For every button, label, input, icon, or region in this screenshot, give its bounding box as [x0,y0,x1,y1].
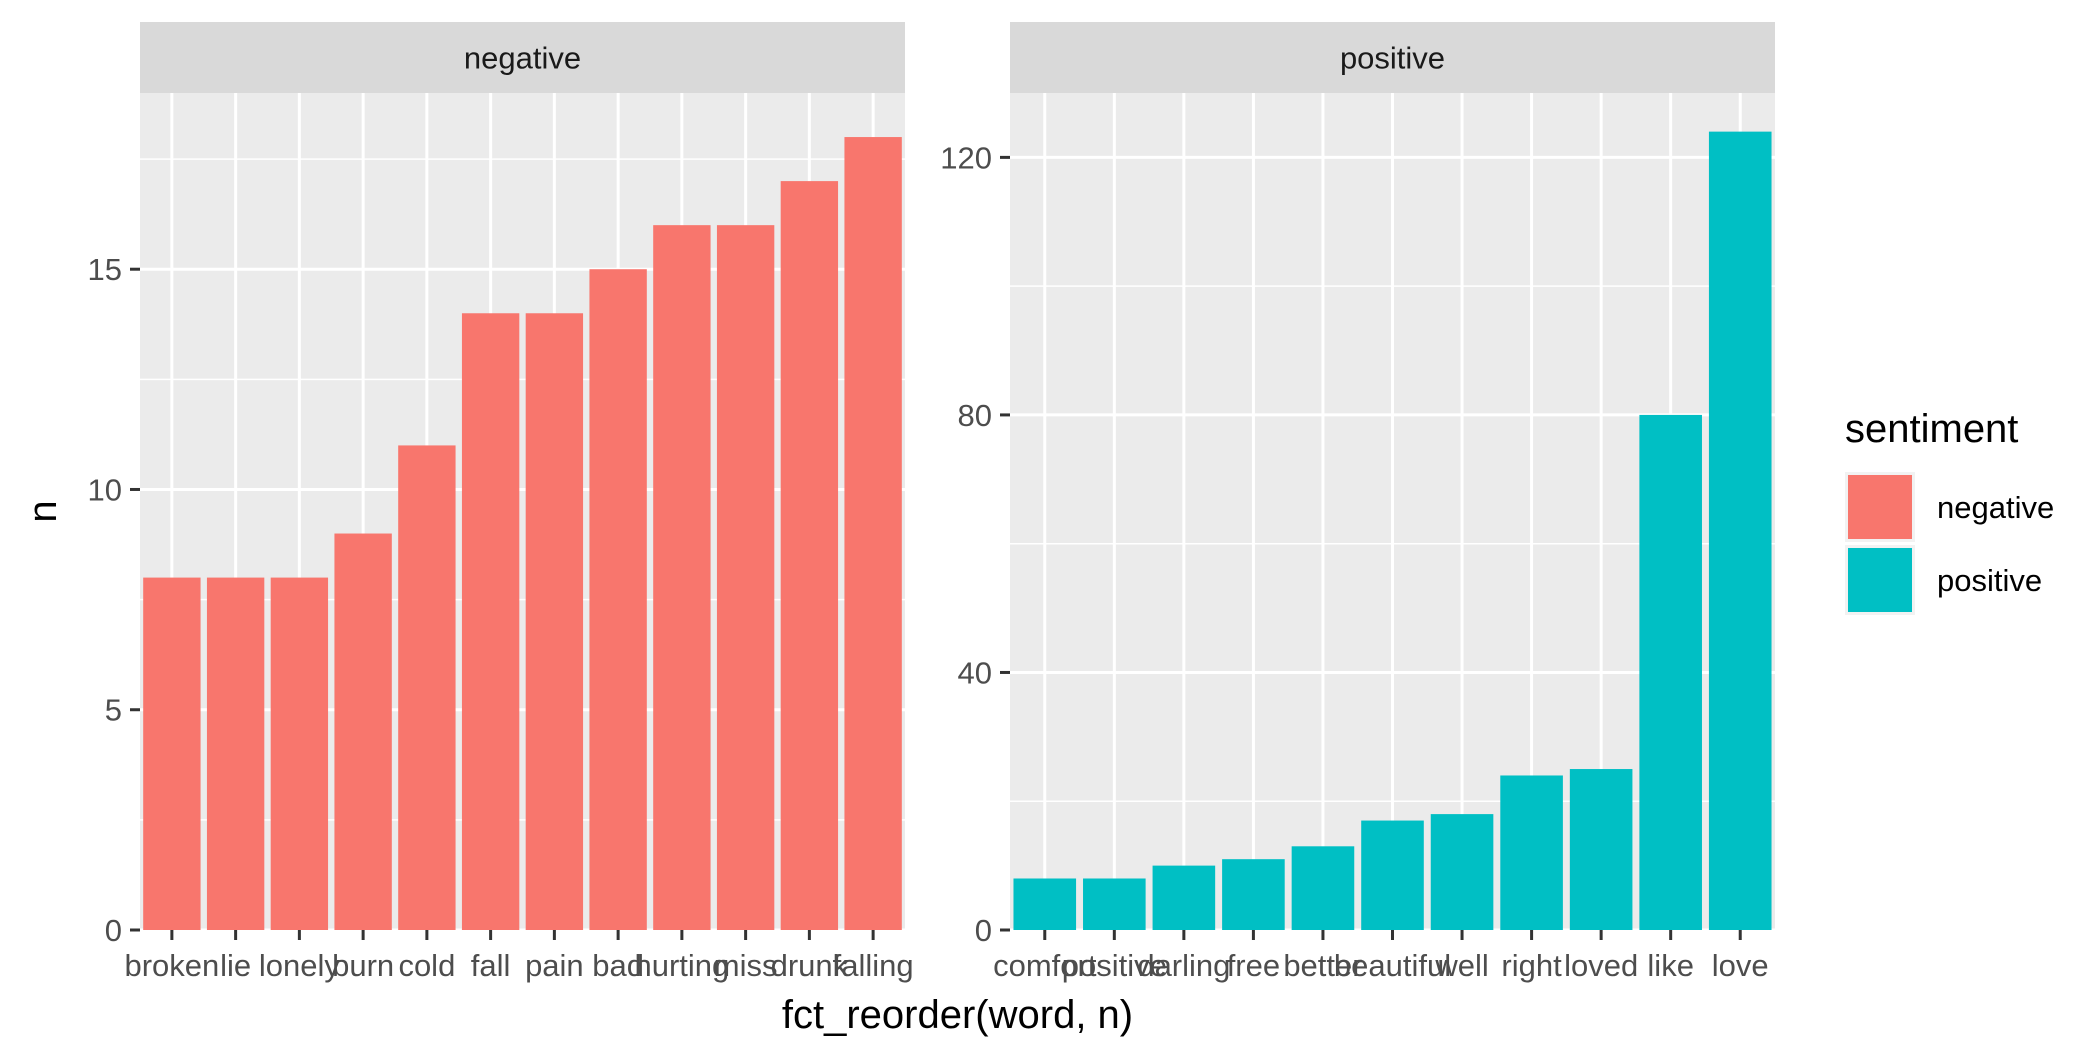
bar-right [1500,775,1563,930]
bar-falling [844,137,902,931]
x-tick-label: lonely [259,948,340,983]
bar-bad [589,269,647,930]
x-tick-label: broken [124,948,219,983]
bar-positive [1083,878,1146,930]
x-tick-label: pain [525,948,584,983]
x-tick-label: darling [1137,948,1230,983]
bar-hurting [653,225,711,930]
x-tick-label: love [1712,948,1769,983]
bar-pain [525,313,584,930]
legend-key-negative [1848,475,1912,539]
bar-like [1639,414,1702,930]
y-tick-label: 120 [940,140,992,175]
x-tick-label: miss [714,948,778,983]
x-tick-label: positive [1062,948,1167,983]
legend-title: sentiment [1845,407,2018,451]
legend-label: negative [1937,490,2054,525]
x-tick-label: better [1283,948,1362,983]
x-tick-label: lie [220,948,251,983]
bar-beautiful [1361,820,1424,930]
bar-cold [398,445,456,930]
bar-burn [334,533,392,930]
y-tick-label: 15 [88,252,122,287]
bar-loved [1569,769,1633,930]
x-tick-label: bad [592,948,644,983]
facet-strip-label: positive [1340,41,1445,76]
x-tick-label: hurting [634,948,729,983]
x-tick-label: like [1647,948,1694,983]
bar-lonely [270,577,329,930]
y-tick-label: 0 [975,913,992,948]
facet-strip-label: negative [464,41,581,76]
bar-comfort [1013,878,1077,930]
bar-miss [716,225,775,930]
bar-lie [206,577,265,930]
x-tick-label: right [1501,948,1562,983]
x-tick-label: comfort [993,948,1097,983]
bar-free [1222,859,1285,930]
bar-drunk [780,181,839,930]
bar-better [1291,846,1355,930]
x-tick-label: cold [398,948,455,983]
legend-label: positive [1937,563,2042,598]
y-tick-label: 80 [958,398,992,433]
x-tick-label: fall [471,948,511,983]
y-tick-label: 5 [105,693,122,728]
x-tick-label: free [1227,948,1280,983]
x-tick-label: loved [1564,948,1638,983]
bar-broken [143,577,201,930]
legend-key-positive [1848,548,1912,612]
y-tick-label: 10 [88,472,122,507]
x-tick-label: drunk [771,948,849,983]
x-axis-title: fct_reorder(word, n) [782,993,1133,1037]
y-axis-title: n [21,500,65,522]
panel-background [140,93,905,930]
bar-fall [461,313,520,930]
x-tick-label: falling [833,948,914,983]
y-tick-label: 40 [958,655,992,690]
bar-love [1708,131,1772,931]
y-tick-label: 0 [105,913,122,948]
bar-well [1430,814,1494,930]
x-tick-label: burn [332,948,394,983]
bar-darling [1152,865,1216,930]
facet-strip-negative [140,22,905,93]
facet-strip-positive [1010,22,1775,93]
x-tick-label: well [1434,948,1488,983]
x-tick-label: beautiful [1334,948,1451,983]
